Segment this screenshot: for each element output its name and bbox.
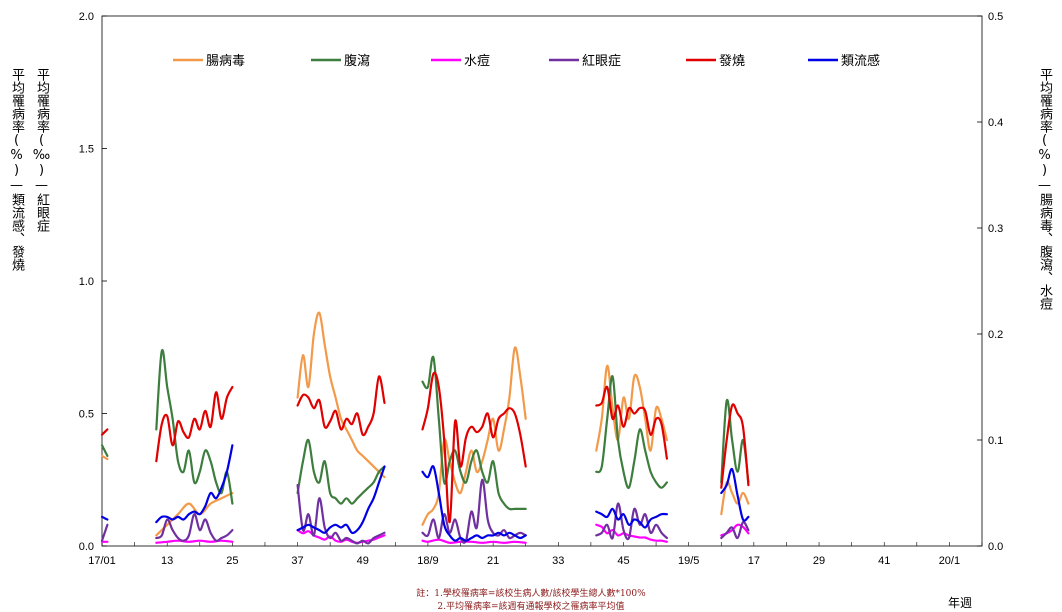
series-line-0-segment-0: [100, 454, 109, 461]
x-tick-label: 33: [552, 555, 564, 567]
x-tick-label: 45: [617, 555, 629, 567]
x-tick-label: 29: [813, 555, 825, 567]
right-tick-label: 0.5: [988, 11, 1003, 23]
series-line-3-segment-3: [421, 478, 527, 544]
x-tick-label: 13: [161, 555, 173, 567]
x-tick-label: 21: [487, 555, 499, 567]
series-line-5-segment-4: [595, 507, 668, 529]
series-line-0-segment-3: [421, 346, 527, 526]
series-line-1-segment-4: [595, 375, 668, 489]
x-tick-label: 20/1: [939, 555, 960, 567]
x-axis-label: 年週: [948, 596, 973, 610]
series-line-3-segment-5: [720, 520, 750, 540]
series-line-1-segment-3: [421, 355, 527, 511]
right-tick-label: 0.0: [988, 541, 1003, 553]
series-line-4-segment-3: [421, 371, 527, 524]
y-axis-label-left-inner: 平均罹病率(‰)—紅眼症: [34, 68, 49, 232]
y-axis-label-right: 平均罹病率(%)—腸病毒、腹瀉、水痘: [1037, 68, 1052, 310]
series-line-3-segment-0: [100, 523, 109, 542]
series-line-3-segment-1: [155, 513, 234, 542]
series-line-0-segment-2: [296, 311, 386, 479]
series-line-3-segment-2: [296, 484, 386, 545]
series-line-2-segment-3: [421, 538, 527, 544]
legend-label: 腹瀉: [344, 53, 370, 69]
x-tick-label: 25: [226, 555, 238, 567]
left-tick-label: 0.0: [79, 541, 94, 553]
series-line-5-segment-1: [155, 444, 234, 524]
series-line-5-segment-0: [100, 515, 109, 521]
legend-label: 腸病毒: [206, 54, 245, 69]
x-tick-label: 37: [291, 555, 303, 567]
right-tick-label: 0.1: [988, 435, 1003, 447]
series-line-2-segment-4: [595, 523, 668, 543]
series-line-4-segment-4: [595, 385, 668, 460]
x-tick-label: 41: [878, 555, 890, 567]
left-tick-label: 2.0: [79, 11, 94, 23]
legend-label: 水痘: [464, 54, 490, 69]
right-axis-ticks: 0.0 0.1 0.2 0.3 0.4 0.5: [977, 11, 1003, 553]
series-line-4-segment-5: [720, 403, 750, 489]
x-tick-label: 19/5: [678, 555, 699, 567]
left-tick-label: 1.5: [79, 144, 94, 156]
series-line-4-segment-0: [100, 428, 109, 436]
series-line-5-segment-3: [421, 465, 527, 542]
x-tick-label: 17: [748, 555, 760, 567]
series-line-1-segment-0: [100, 444, 109, 457]
left-tick-label: 1.0: [79, 276, 94, 288]
note-line-2: 2.平均罹病率=該週有通報學校之罹病率平均值: [437, 602, 625, 612]
series-line-1-segment-5: [720, 398, 750, 484]
left-axis-ticks: 0.0 0.5 1.0 1.5 2.0: [79, 11, 107, 553]
x-tick-label: 49: [357, 555, 369, 567]
series-lines: [100, 311, 750, 545]
series-line-1-segment-2: [296, 438, 386, 505]
legend-label: 發燒: [719, 54, 745, 69]
legend-label: 類流感: [841, 53, 880, 69]
series-line-0-segment-1: [155, 491, 234, 537]
legend: 腸病毒 腹瀉 水痘 紅眼症 發燒 類流感: [173, 53, 880, 69]
y-axis-label-left-outer: 平均罹病率(%)—類流感、發燒: [9, 68, 24, 271]
plot-frame: [101, 15, 983, 547]
legend-label: 紅眼症: [582, 54, 621, 69]
right-tick-label: 0.2: [988, 329, 1003, 341]
right-tick-label: 0.4: [988, 117, 1003, 129]
x-tick-label: 17/01: [88, 555, 116, 567]
note-line-1: 註：1.學校罹病率=該校生病人數/該校學生總人數*100%: [416, 589, 646, 599]
series-line-1-segment-1: [155, 348, 234, 505]
series-line-5-segment-5: [720, 467, 750, 522]
series-line-0-segment-4: [595, 364, 668, 452]
series-line-2-segment-1: [155, 539, 234, 544]
series-line-4-segment-1: [155, 385, 234, 463]
series-line-5-segment-2: [296, 465, 386, 535]
x-tick-label: 18/9: [417, 555, 438, 567]
left-tick-label: 0.5: [79, 409, 94, 421]
series-line-4-segment-2: [296, 375, 386, 437]
right-tick-label: 0.3: [988, 223, 1003, 235]
